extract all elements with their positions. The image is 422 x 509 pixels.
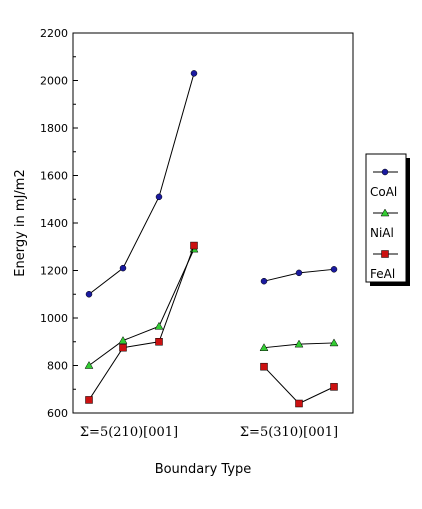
legend-label: CoAl bbox=[370, 185, 397, 199]
category-label: Σ=5(210)[001] bbox=[80, 425, 178, 440]
coal-point bbox=[381, 168, 389, 176]
y-tick-label: 600 bbox=[47, 407, 68, 420]
coal-point bbox=[190, 70, 198, 77]
feal-point bbox=[330, 383, 338, 391]
y-tick-label: 2200 bbox=[40, 27, 68, 40]
y-tick-label: 800 bbox=[47, 360, 68, 373]
feal-point bbox=[85, 396, 93, 404]
coal-point bbox=[295, 269, 303, 277]
category-label: Σ=5(310)[001] bbox=[240, 425, 338, 440]
coal-line bbox=[88, 73, 195, 295]
coal-point bbox=[330, 266, 338, 273]
feal-line bbox=[88, 245, 195, 401]
y-tick-label: 1000 bbox=[40, 312, 68, 325]
nial-point bbox=[294, 339, 304, 348]
feal-line bbox=[263, 366, 335, 405]
nial-point bbox=[154, 321, 164, 330]
coal-point bbox=[85, 291, 93, 298]
feal-point bbox=[260, 362, 268, 371]
y-axis: 600 800 1000 1200 1400 1600 1800 2000 2200 bbox=[40, 27, 78, 420]
legend: CoAl NiAl FeAl bbox=[365, 153, 410, 286]
y-tick-label: 2000 bbox=[40, 75, 68, 88]
category-labels: Σ=5(210)[001] Σ=5(310)[001] bbox=[80, 425, 338, 440]
nial-point bbox=[118, 336, 128, 344]
plot-area-frame bbox=[72, 32, 354, 414]
nial-point bbox=[259, 343, 269, 351]
y-tick-label: 1800 bbox=[40, 122, 68, 135]
series-layer bbox=[84, 70, 339, 408]
coal-point bbox=[119, 264, 127, 272]
legend-box bbox=[365, 153, 407, 283]
y-tick-label: 1200 bbox=[40, 265, 68, 278]
series-feal bbox=[85, 241, 338, 408]
coal-point bbox=[260, 277, 268, 285]
legend-label: FeAl bbox=[370, 267, 395, 281]
y-tick-label: 1600 bbox=[40, 170, 68, 183]
series-coal bbox=[85, 70, 338, 298]
nial-point bbox=[329, 338, 339, 347]
coal-point bbox=[155, 193, 163, 201]
nial-point bbox=[380, 208, 390, 217]
legend-label: NiAl bbox=[370, 226, 394, 240]
feal-point bbox=[190, 241, 198, 250]
feal-point bbox=[381, 250, 389, 258]
x-axis-label: Boundary Type bbox=[155, 462, 252, 477]
nial-line bbox=[88, 248, 195, 366]
y-tick-label: 1400 bbox=[40, 217, 68, 230]
nial-point bbox=[84, 360, 94, 369]
feal-point bbox=[155, 338, 163, 346]
feal-point bbox=[295, 399, 303, 408]
y-axis-label: Energy in mJ/m2 bbox=[13, 169, 28, 276]
feal-point bbox=[119, 343, 127, 352]
